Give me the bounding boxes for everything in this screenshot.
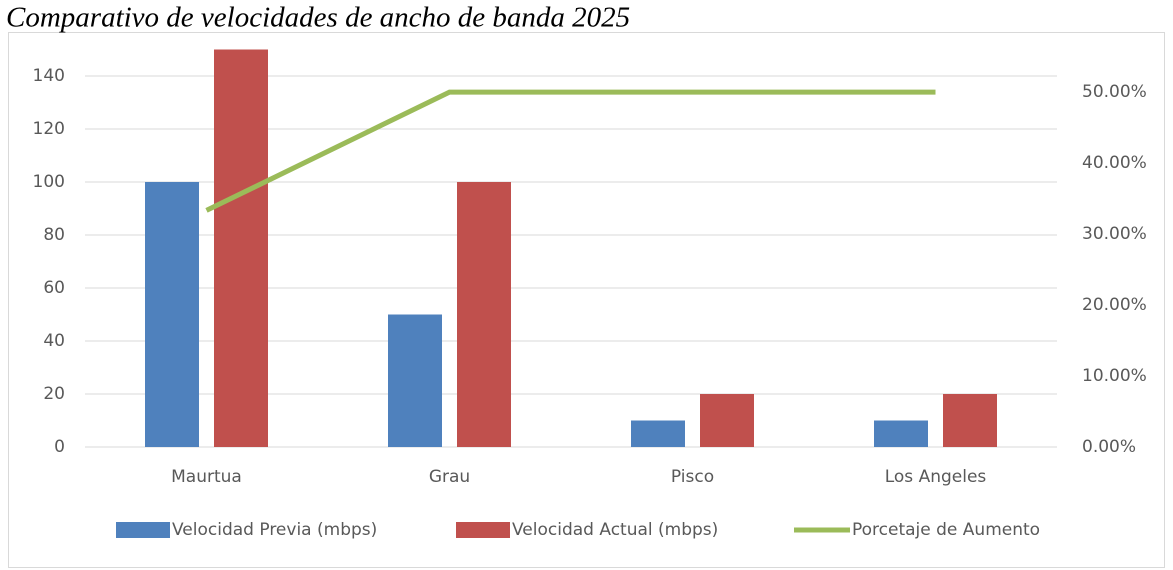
- y2-tick-label: 30.00%: [1082, 224, 1147, 244]
- legend-label: Velocidad Actual (mbps): [512, 520, 718, 540]
- bar: [943, 394, 997, 447]
- legend-label: Velocidad Previa (mbps): [172, 520, 377, 540]
- chart-title: Comparativo de velocidades de ancho de b…: [6, 2, 630, 34]
- line: [205, 89, 936, 213]
- chart-border: [8, 32, 1165, 568]
- legend-swatch: [456, 522, 510, 538]
- bar: [214, 49, 268, 447]
- y-tick-label: 60: [43, 278, 65, 298]
- bar: [388, 314, 442, 447]
- bar: [631, 420, 685, 447]
- x-tick-label: Maurtua: [171, 467, 242, 487]
- y2-tick-label: 10.00%: [1082, 366, 1147, 386]
- legend-label: Porcetaje de Aumento: [852, 520, 1040, 540]
- y2-tick-label: 0.00%: [1082, 437, 1136, 457]
- bar: [874, 420, 928, 447]
- y2-tick-label: 40.00%: [1082, 153, 1147, 173]
- y-tick-label: 80: [43, 225, 65, 245]
- x-tick-label: Los Angeles: [885, 467, 987, 487]
- y2-tick-label: 20.00%: [1082, 295, 1147, 315]
- bar: [700, 394, 754, 447]
- y-tick-label: 120: [33, 119, 65, 139]
- bar: [145, 182, 199, 447]
- y-tick-label: 0: [54, 437, 65, 457]
- x-tick-label: Grau: [429, 467, 470, 487]
- y-tick-label: 140: [33, 66, 65, 86]
- y2-tick-label: 50.00%: [1082, 82, 1147, 102]
- y-tick-label: 20: [43, 384, 65, 404]
- x-tick-label: Pisco: [671, 467, 714, 487]
- legend-swatch: [116, 522, 170, 538]
- bar: [457, 182, 511, 447]
- y-tick-label: 100: [33, 172, 65, 192]
- y-tick-label: 40: [43, 331, 65, 351]
